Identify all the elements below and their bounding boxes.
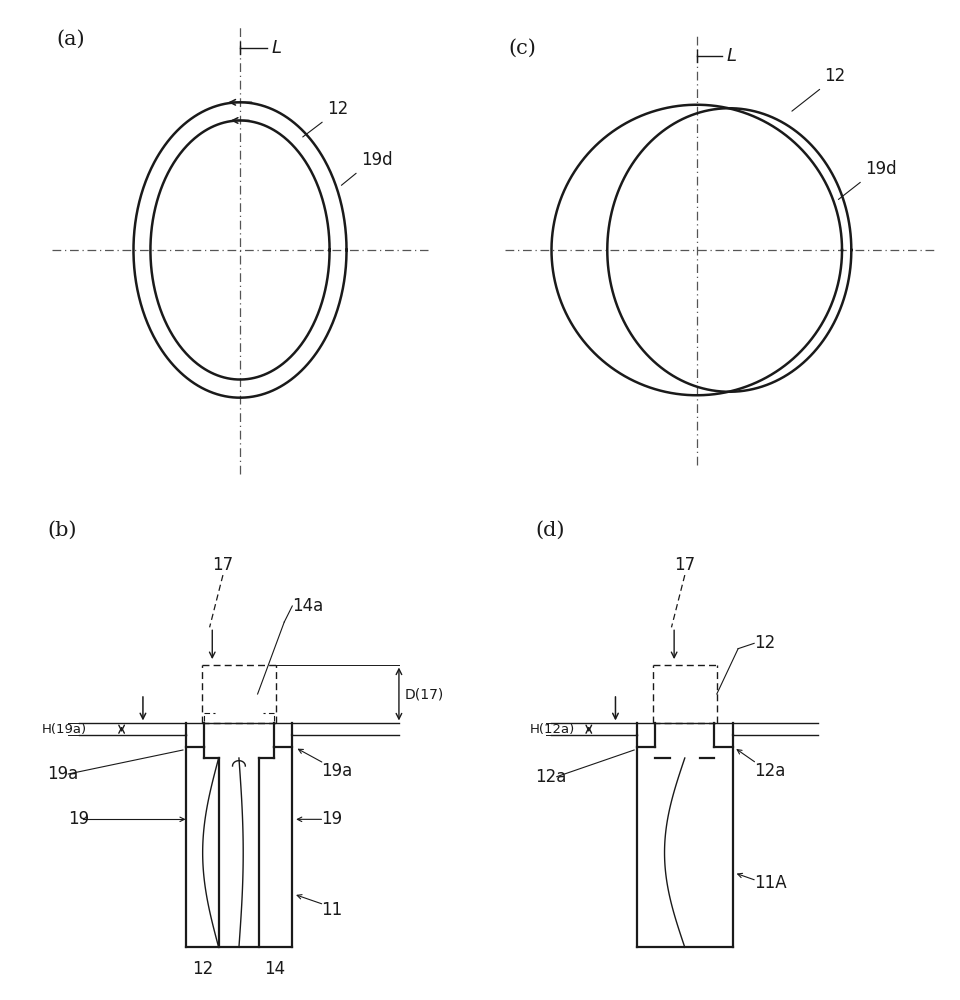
Text: 19: 19 — [322, 810, 343, 828]
Text: (c): (c) — [509, 38, 537, 57]
Text: D(17): D(17) — [404, 687, 444, 701]
Text: 14a: 14a — [292, 597, 324, 615]
Text: L: L — [727, 47, 737, 65]
Text: 12: 12 — [792, 67, 846, 111]
Text: 11: 11 — [322, 901, 343, 919]
Text: 19: 19 — [68, 810, 89, 828]
Text: 17: 17 — [212, 556, 233, 574]
Text: 19a: 19a — [322, 762, 353, 780]
Text: L: L — [272, 39, 281, 57]
Text: 19a: 19a — [47, 765, 78, 783]
Text: 12a: 12a — [755, 762, 785, 780]
Text: 12a: 12a — [536, 768, 566, 786]
Text: 12: 12 — [755, 634, 776, 652]
Text: (a): (a) — [56, 30, 84, 49]
Text: (d): (d) — [536, 521, 565, 540]
Text: H(19a): H(19a) — [41, 723, 86, 736]
Text: 17: 17 — [674, 556, 695, 574]
Text: H(12a): H(12a) — [530, 723, 575, 736]
Text: 11A: 11A — [755, 874, 787, 892]
Text: 12: 12 — [302, 100, 348, 137]
Text: 19d: 19d — [838, 160, 897, 199]
Text: 19d: 19d — [342, 151, 393, 185]
Text: 12: 12 — [192, 960, 213, 978]
Text: 14: 14 — [265, 960, 286, 978]
Text: (b): (b) — [47, 521, 77, 540]
